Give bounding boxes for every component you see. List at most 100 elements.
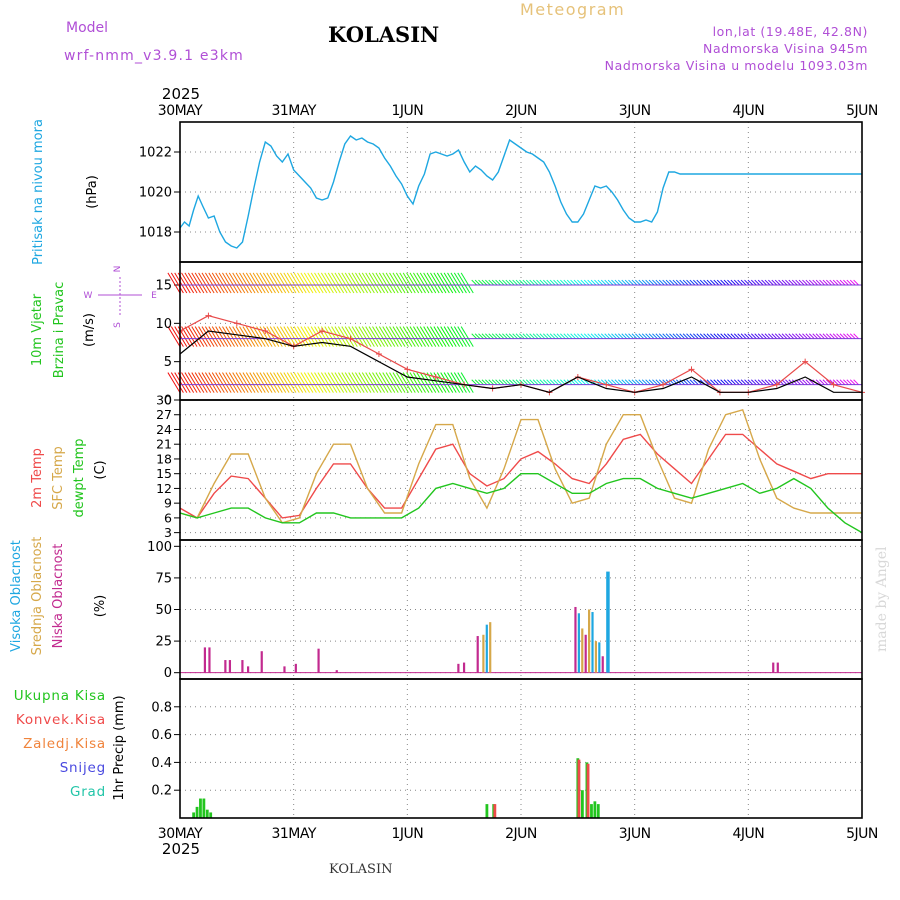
wind-barb	[560, 333, 566, 340]
wind-barb	[297, 326, 311, 347]
wind-barb	[399, 272, 413, 294]
wind-barb	[460, 372, 474, 393]
wind-barb	[460, 326, 474, 347]
wind-barb	[549, 333, 556, 340]
wind-barb	[713, 333, 720, 340]
wind-barb	[607, 333, 614, 340]
wind-barb	[498, 279, 505, 286]
wind-barb	[502, 279, 508, 286]
x-tick-label-bottom: 2JUN	[505, 826, 537, 842]
wind-barb	[768, 279, 774, 286]
wind-barb	[283, 372, 297, 393]
wind-barb	[628, 333, 634, 340]
wind-barb	[812, 279, 819, 286]
wind-barb	[293, 372, 307, 393]
wind-barb	[358, 372, 372, 393]
wind-barb	[546, 279, 553, 286]
wind-barb	[778, 279, 784, 286]
wind-barb	[532, 379, 539, 386]
compass-e: E	[151, 291, 157, 301]
wind-barb	[320, 272, 334, 294]
wind-barb	[836, 379, 842, 386]
wind-barb	[337, 372, 351, 393]
wind-barb	[426, 372, 440, 393]
wind-barb	[423, 372, 437, 393]
wind-barb	[334, 372, 348, 393]
wind-barb	[587, 333, 593, 340]
wind-barb	[614, 379, 621, 386]
wind-barb	[307, 372, 321, 393]
wind-barb	[819, 379, 825, 386]
wind-barb	[474, 379, 481, 386]
wind-barb	[286, 326, 300, 347]
wind-barb	[331, 372, 345, 393]
wind-barb	[750, 333, 757, 340]
wind-barb	[259, 372, 273, 393]
cloud-low-title: Niska Oblacnost	[51, 544, 66, 649]
precip-bar-total	[199, 798, 202, 818]
wind-barb	[706, 279, 713, 286]
wind-barb	[419, 372, 433, 393]
wind-barb	[495, 379, 501, 386]
cloud-bar-low	[283, 666, 286, 673]
wind-barb	[344, 272, 358, 294]
wind-barb	[232, 372, 246, 393]
wind-barb	[351, 372, 365, 393]
wind-barb	[665, 333, 672, 340]
wind-barb	[839, 333, 846, 340]
wind-barb	[181, 372, 195, 393]
wind-barb	[395, 372, 409, 393]
wind-barb	[187, 326, 201, 347]
wind-barb	[795, 333, 801, 340]
wind-barb	[447, 372, 461, 393]
wind-barb	[720, 279, 726, 286]
wind-barb	[222, 372, 235, 393]
wind-barb	[457, 326, 471, 347]
cloud-bar-low	[228, 660, 232, 673]
wind-barb	[256, 372, 270, 393]
wind-barb	[542, 379, 549, 386]
x-tick-label-bottom: 30MAY	[158, 826, 203, 842]
wind-barb	[764, 279, 771, 286]
precip-legend-item: Snijeg	[60, 760, 106, 776]
wind-barb	[819, 279, 825, 286]
wind-barb	[392, 326, 406, 347]
wind-barb	[849, 279, 856, 286]
wind-barb	[519, 333, 525, 340]
compass-w: W	[84, 291, 93, 301]
wind-barb	[368, 272, 382, 294]
wind-barb	[426, 326, 440, 347]
wind-barb	[191, 272, 205, 294]
wind-barb	[658, 279, 665, 286]
wind-barb	[211, 272, 225, 294]
wind-barb	[682, 279, 689, 286]
wind-barb	[239, 372, 253, 393]
cloud-bar-low	[335, 670, 338, 673]
wind-barb	[798, 333, 805, 340]
wind-barb	[631, 333, 638, 340]
wind-barb	[167, 272, 181, 294]
wind-barb	[395, 272, 409, 294]
wind-barb	[658, 333, 665, 340]
wind-barb	[566, 379, 573, 386]
wind-barb	[590, 279, 597, 286]
wind-barb	[600, 379, 607, 386]
wind-barb	[355, 272, 368, 294]
wind-barb	[679, 379, 686, 386]
wind-barb	[614, 279, 621, 286]
wind-barb	[426, 272, 440, 294]
wind-barb	[621, 279, 628, 286]
wind-barb	[672, 333, 679, 340]
wind-barb	[812, 333, 819, 340]
wind-barb	[208, 272, 222, 294]
wind-barb	[505, 379, 512, 386]
wind-barb	[733, 379, 740, 386]
wind-barb	[218, 326, 232, 347]
wind-gust-marker	[375, 351, 382, 357]
wind-barb	[744, 333, 750, 340]
wind-barb	[716, 333, 723, 340]
wind-barb	[716, 279, 723, 286]
wind-barb	[542, 279, 549, 286]
wind-barb	[675, 333, 682, 340]
